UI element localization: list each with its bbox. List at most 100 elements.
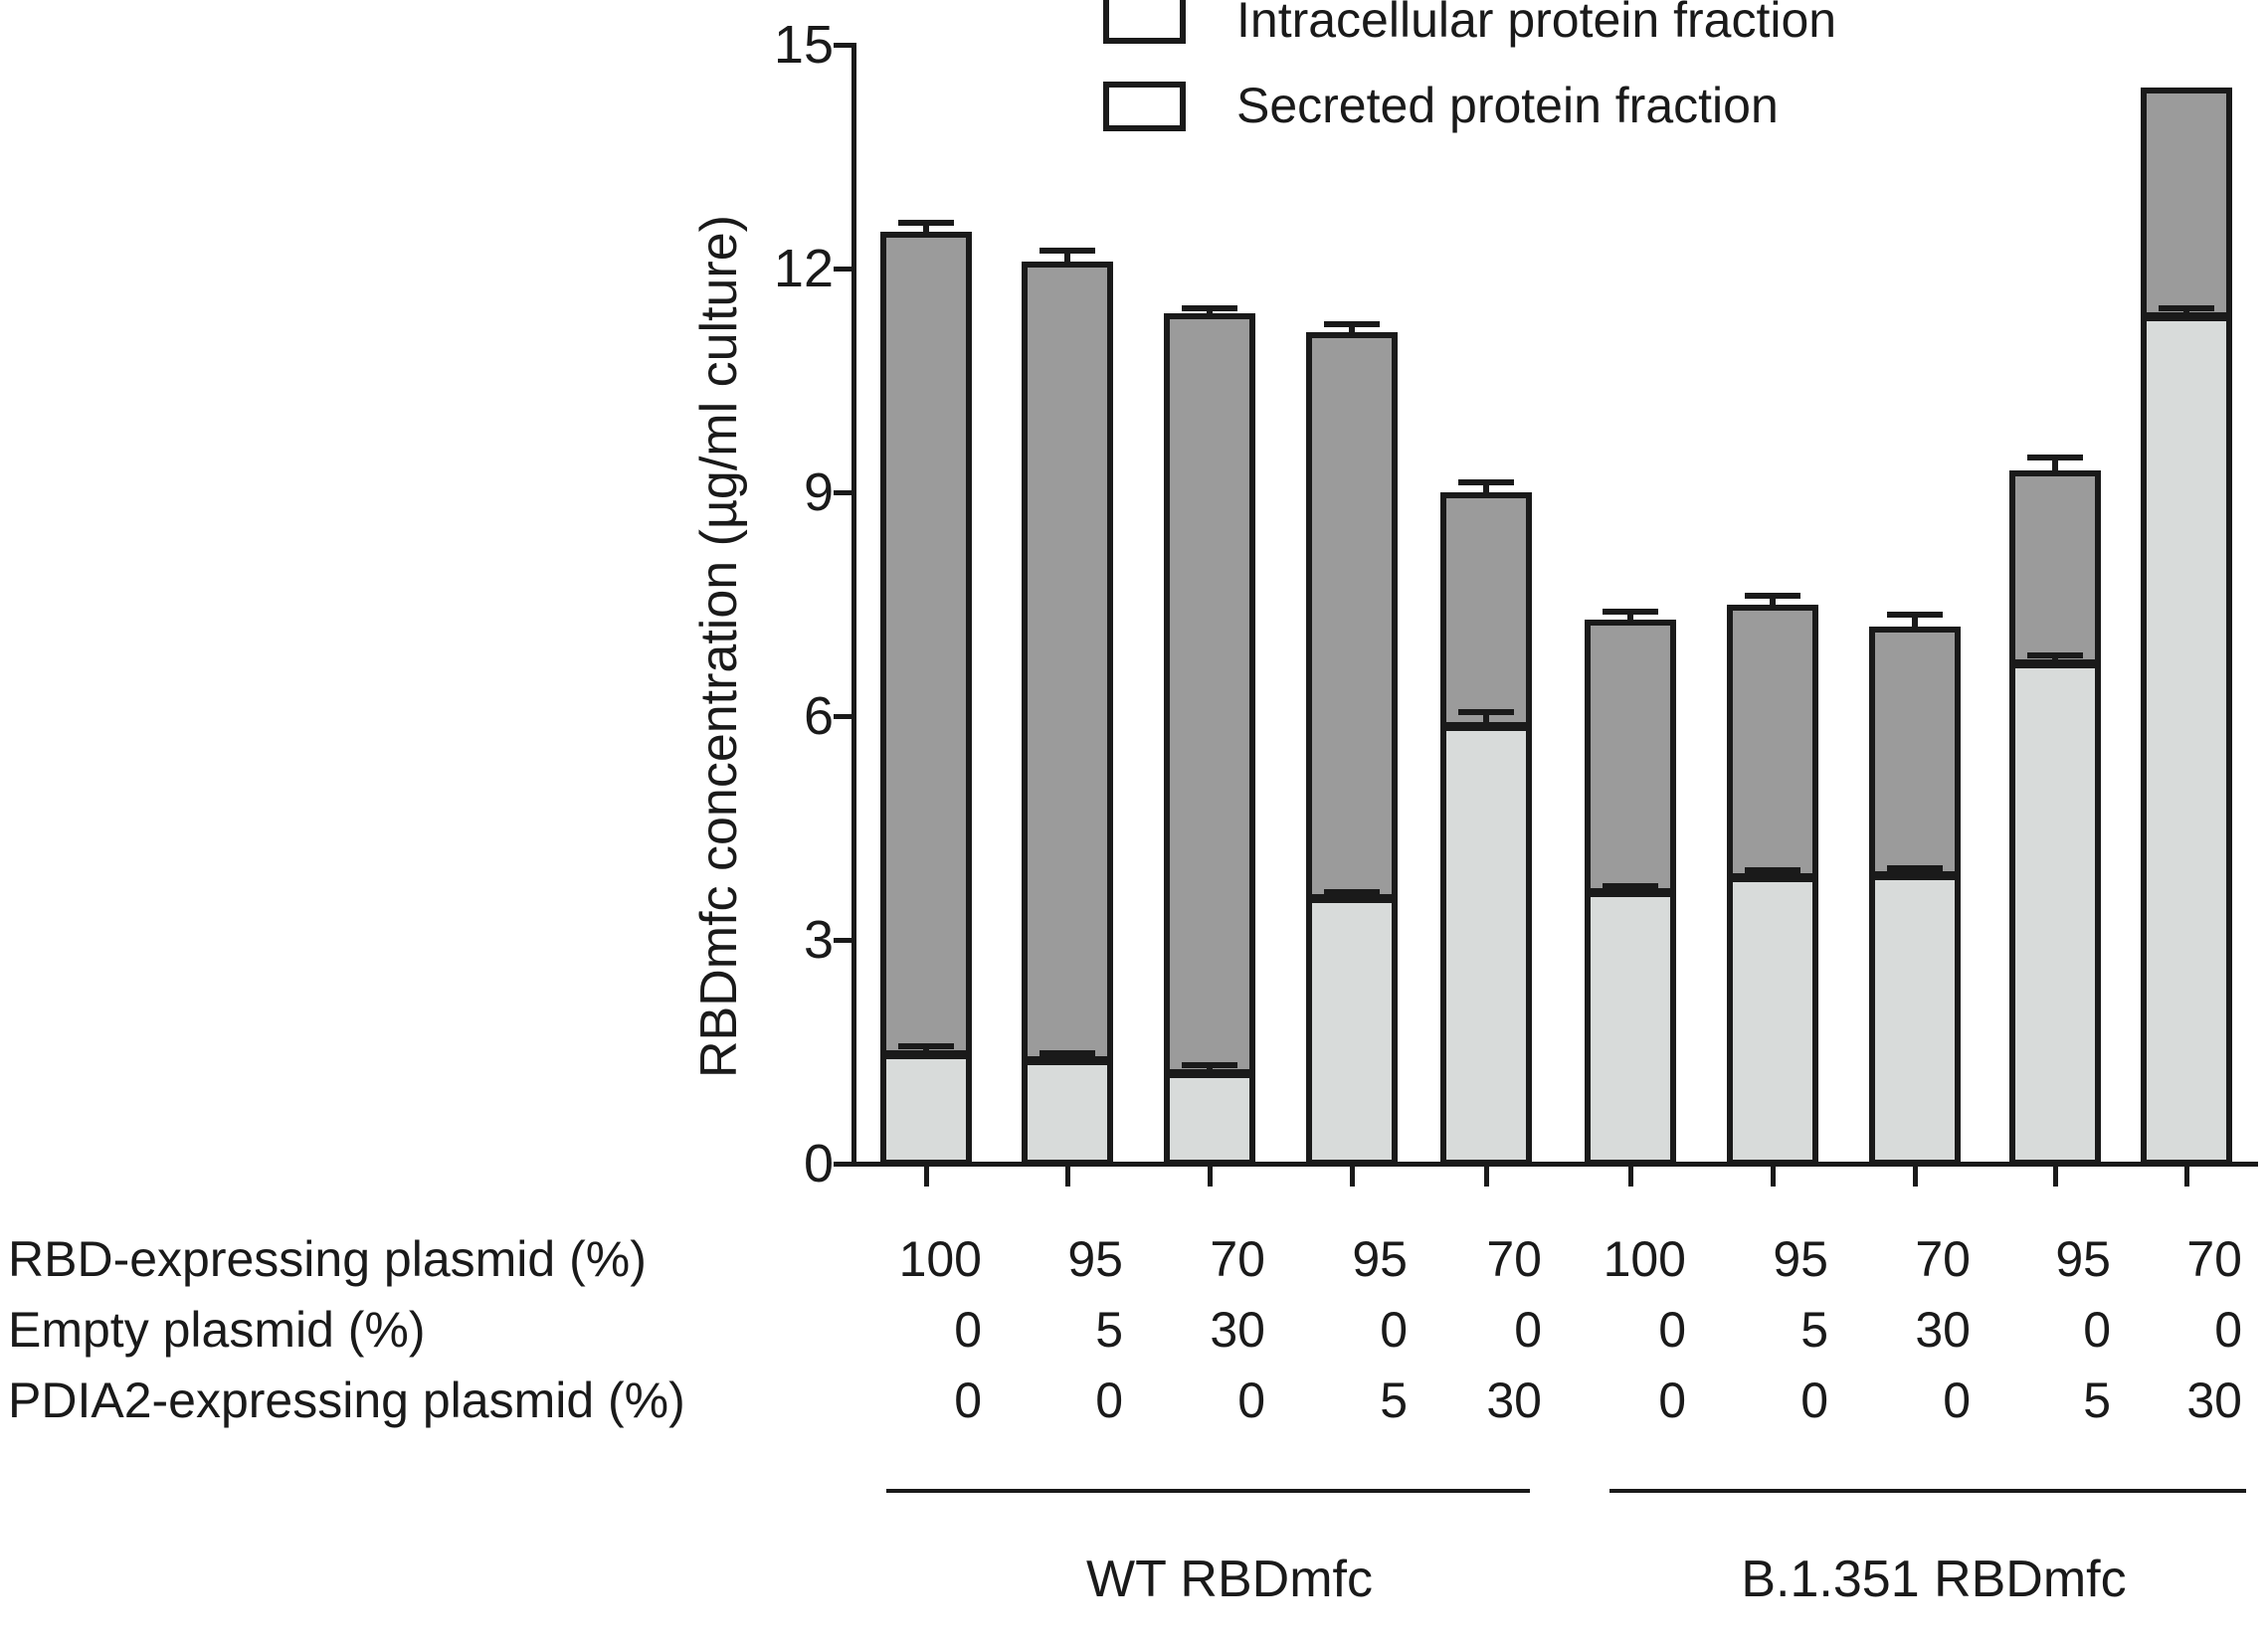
y-tick-label: 9	[803, 462, 834, 522]
plasmid-value: 30	[1915, 1302, 1971, 1358]
legend-swatch-intracellular	[1103, 0, 1186, 44]
y-tick-label: 15	[773, 15, 834, 75]
group-rule-wt	[886, 1489, 1530, 1493]
x-tick-mark	[2053, 1167, 2058, 1187]
bar-segment-secreted	[1875, 633, 1955, 881]
error-bar-cap	[898, 1043, 954, 1050]
plasmid-value: 0	[1658, 1302, 1686, 1358]
error-bar-cap	[1887, 612, 1943, 618]
error-bar-stem	[2052, 459, 2058, 470]
plasmid-value: 70	[1210, 1231, 1265, 1287]
legend-swatch-secreted	[1103, 82, 1186, 131]
plasmid-value: 5	[2083, 1372, 2111, 1428]
y-tick-label: 0	[803, 1134, 834, 1193]
plasmid-value: 70	[2186, 1231, 2242, 1287]
bar-segment-secreted	[1591, 625, 1670, 897]
error-bar-stem	[923, 225, 929, 232]
legend-label-secreted: Secreted protein fraction	[1236, 78, 1779, 133]
plasmid-value: 0	[1514, 1302, 1542, 1358]
error-bar-stem	[1483, 484, 1489, 492]
error-bar-stem	[1207, 1068, 1213, 1074]
bar-segment-secreted	[1312, 337, 1392, 903]
x-tick-mark	[1771, 1167, 1776, 1187]
plasmid-value: 100	[898, 1231, 982, 1287]
x-axis-line	[851, 1162, 2258, 1167]
y-tick-label: 3	[803, 910, 834, 970]
legend-label-intracellular: Intracellular protein fraction	[1236, 0, 1837, 48]
plasmid-value: 95	[1773, 1231, 1828, 1287]
plasmid-value: 0	[1095, 1372, 1123, 1428]
plasmid-value: 30	[1486, 1372, 1542, 1428]
error-bar-cap	[1745, 866, 1800, 873]
stacked-bar	[1440, 492, 1532, 1166]
error-bar-cap	[2027, 454, 2083, 460]
error-bar-stem	[923, 1049, 929, 1056]
row-label-empty-plasmid: Empty plasmid (%)	[8, 1302, 426, 1358]
plasmid-value: 0	[1800, 1372, 1828, 1428]
stacked-bar	[2009, 469, 2101, 1166]
error-bar-stem	[2183, 310, 2189, 317]
error-bar-cap	[1458, 478, 1514, 485]
error-bar-stem	[1064, 254, 1070, 262]
bar-segment-secreted	[1446, 498, 1526, 732]
plasmid-value: 95	[2055, 1231, 2111, 1287]
stacked-bar	[880, 231, 972, 1166]
stacked-bar	[1869, 627, 1961, 1166]
error-bar-stem	[2052, 658, 2058, 664]
error-bar-stem	[1770, 599, 1776, 605]
stacked-bar	[1306, 331, 1398, 1166]
plasmid-value: 100	[1603, 1231, 1686, 1287]
error-bar-cap	[1324, 321, 1380, 328]
y-tick-mark	[834, 714, 855, 719]
bar-segment-secreted	[1733, 610, 1812, 882]
error-bar-cap	[898, 219, 954, 226]
bar-segment-secreted	[1170, 319, 1249, 1078]
plasmid-value: 5	[1380, 1372, 1408, 1428]
plasmid-value: 30	[1210, 1302, 1265, 1358]
error-bar-stem	[1912, 618, 1918, 627]
stacked-bar	[1164, 313, 1255, 1166]
plasmid-value: 0	[1943, 1372, 1971, 1428]
plasmid-value: 0	[1380, 1302, 1408, 1358]
y-tick-mark	[834, 267, 855, 272]
error-bar-stem	[1627, 889, 1633, 893]
plasmid-value: 30	[2186, 1372, 2242, 1428]
error-bar-cap	[1603, 609, 1658, 615]
x-tick-mark	[1913, 1167, 1918, 1187]
error-bar-cap	[1182, 304, 1237, 311]
plasmid-value: 0	[2214, 1302, 2242, 1358]
plasmid-value: 5	[1800, 1302, 1828, 1358]
plasmid-value: 95	[1352, 1231, 1408, 1287]
plasmid-value: 70	[1486, 1231, 1542, 1287]
y-tick-mark	[834, 1162, 855, 1167]
error-bar-stem	[1627, 615, 1633, 620]
x-tick-mark	[1484, 1167, 1489, 1187]
plasmid-value: 0	[954, 1302, 982, 1358]
row-label-rbd-plasmid: RBD-expressing plasmid (%)	[8, 1231, 647, 1287]
bar-segment-secreted	[2015, 475, 2095, 668]
error-bar-cap	[2027, 652, 2083, 659]
plasmid-value: 0	[2083, 1302, 2111, 1358]
x-tick-mark	[1065, 1167, 1070, 1187]
error-bar-cap	[1745, 593, 1800, 600]
stacked-bar	[1022, 261, 1113, 1166]
plasmid-value: 0	[1658, 1372, 1686, 1428]
error-bar-cap	[1324, 889, 1380, 895]
error-bar-stem	[1770, 872, 1776, 878]
error-bar-stem	[1483, 714, 1489, 728]
bar-segment-secreted	[2147, 92, 2226, 321]
group-rule-b1351	[1609, 1489, 2246, 1493]
plasmid-value: 0	[1237, 1372, 1265, 1428]
y-axis-title: RBDmfc concentration (µg/ml culture)	[690, 215, 748, 1079]
bar-segment-secreted	[886, 237, 966, 1060]
error-bar-stem	[1207, 310, 1213, 313]
x-tick-mark	[1628, 1167, 1633, 1187]
y-tick-label: 12	[773, 239, 834, 298]
error-bar-cap	[1040, 248, 1095, 254]
plasmid-value: 95	[1067, 1231, 1123, 1287]
plasmid-value: 70	[1915, 1231, 1971, 1287]
error-bar-stem	[1349, 327, 1355, 332]
error-bar-stem	[1064, 1056, 1070, 1061]
y-tick-mark	[834, 43, 855, 48]
